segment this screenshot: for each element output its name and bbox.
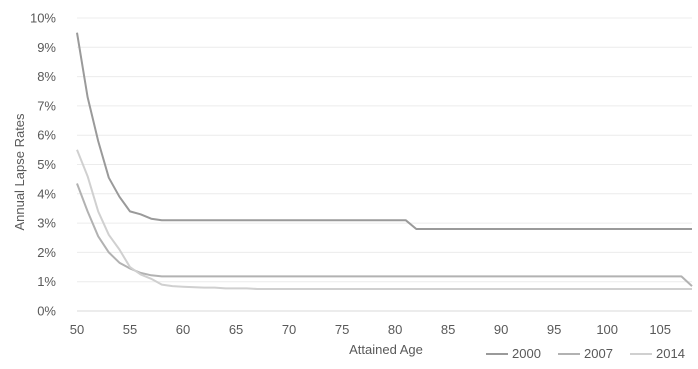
y-tick-label: 6% xyxy=(37,128,56,143)
x-tick-label: 55 xyxy=(123,322,137,337)
x-axis-title: Attained Age xyxy=(349,342,423,357)
x-tick-label: 105 xyxy=(649,322,671,337)
legend-label: 2014 xyxy=(656,346,685,361)
x-tick-label: 70 xyxy=(282,322,296,337)
series-lines xyxy=(76,32,693,290)
legend-label: 2000 xyxy=(512,346,541,361)
x-tick-label: 80 xyxy=(388,322,402,337)
legend-item-2007: 2007 xyxy=(558,346,613,361)
legend-label: 2007 xyxy=(584,346,613,361)
series-line-2000 xyxy=(76,32,692,230)
x-tick-label: 90 xyxy=(494,322,508,337)
y-tick-label: 9% xyxy=(37,40,56,55)
y-axis-title: Annual Lapse Rates xyxy=(12,113,27,231)
gridlines xyxy=(77,17,692,312)
x-tick-label: 95 xyxy=(547,322,561,337)
x-tick-label: 50 xyxy=(70,322,84,337)
series-line-2007 xyxy=(76,183,693,287)
y-tick-label: 7% xyxy=(37,98,56,113)
y-tick-label: 8% xyxy=(37,69,56,84)
x-tick-label: 60 xyxy=(176,322,190,337)
y-tick-label: 3% xyxy=(37,216,56,231)
y-tick-label: 2% xyxy=(37,245,56,260)
y-tick-label: 10% xyxy=(30,11,56,26)
y-tick-label: 4% xyxy=(37,186,56,201)
y-tick-label: 0% xyxy=(37,304,56,319)
legend-item-2014: 2014 xyxy=(630,346,685,361)
legend-item-2000: 2000 xyxy=(486,346,541,361)
x-tick-label: 75 xyxy=(335,322,349,337)
legend: 2000 2007 2014 xyxy=(486,346,685,361)
x-tick-label: 85 xyxy=(441,322,455,337)
x-tick-label: 100 xyxy=(596,322,618,337)
x-tick-label: 65 xyxy=(229,322,243,337)
y-tick-label: 1% xyxy=(37,274,56,289)
y-tick-label: 5% xyxy=(37,157,56,172)
y-axis: 0% 1% 2% 3% 4% 5% 6% 7% 8% 9% 10% xyxy=(30,11,56,319)
x-axis: 50 55 60 65 70 75 80 85 90 95 100 105 xyxy=(70,322,671,337)
series-line-2014 xyxy=(76,149,692,290)
